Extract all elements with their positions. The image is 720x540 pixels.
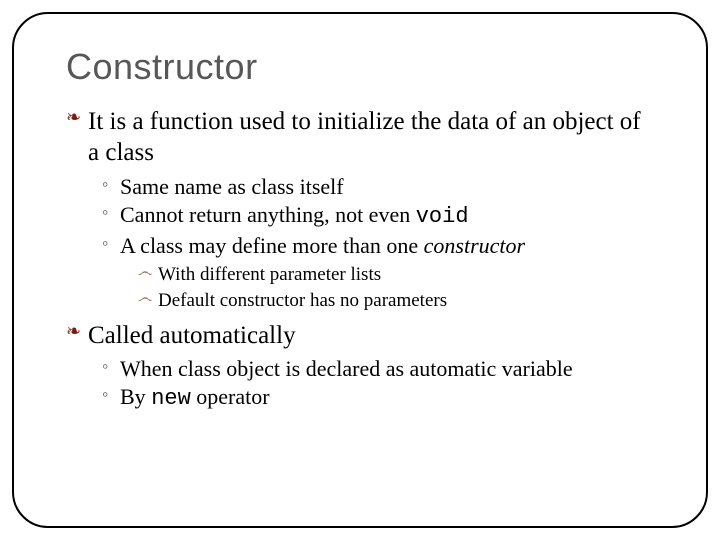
list-item: It is a function used to initialize the … (66, 106, 654, 314)
slide-title: Constructor (66, 46, 654, 88)
bullet-text: A class may define more than one (120, 233, 424, 258)
bullet-list-level2: Same name as class itself Cannot return … (88, 173, 654, 314)
bullet-text: operator (191, 384, 270, 409)
bullet-text: It is a function used to initialize the … (88, 108, 641, 166)
bullet-text: With different parameter lists (158, 264, 381, 285)
list-item: With different parameter lists (138, 262, 654, 288)
bullet-text: Same name as class itself (120, 174, 344, 199)
code-text: new (151, 386, 191, 411)
list-item: Default constructor has no parameters (138, 288, 654, 314)
slide-content: Constructor It is a function used to ini… (24, 18, 696, 440)
bullet-text: Called automatically (88, 322, 296, 349)
bullet-text: When class object is declared as automat… (120, 356, 573, 381)
list-item: When class object is declared as automat… (102, 355, 654, 384)
bullet-text: Cannot return anything, not even (120, 202, 416, 227)
bullet-list-level3: With different parameter lists Default c… (120, 262, 654, 313)
bullet-text: By (120, 384, 151, 409)
bullet-list-level1: It is a function used to initialize the … (66, 106, 654, 414)
code-text: void (416, 204, 469, 229)
list-item: A class may define more than one constru… (102, 232, 654, 314)
list-item: Cannot return anything, not even void (102, 201, 654, 232)
list-item: Called automatically When class object i… (66, 320, 654, 414)
bullet-text: Default constructor has no parameters (158, 290, 447, 311)
list-item: By new operator (102, 383, 654, 414)
slide: Constructor It is a function used to ini… (0, 0, 720, 540)
list-item: Same name as class itself (102, 173, 654, 202)
bullet-list-level2: When class object is declared as automat… (88, 355, 654, 414)
italic-text: constructor (424, 233, 525, 258)
